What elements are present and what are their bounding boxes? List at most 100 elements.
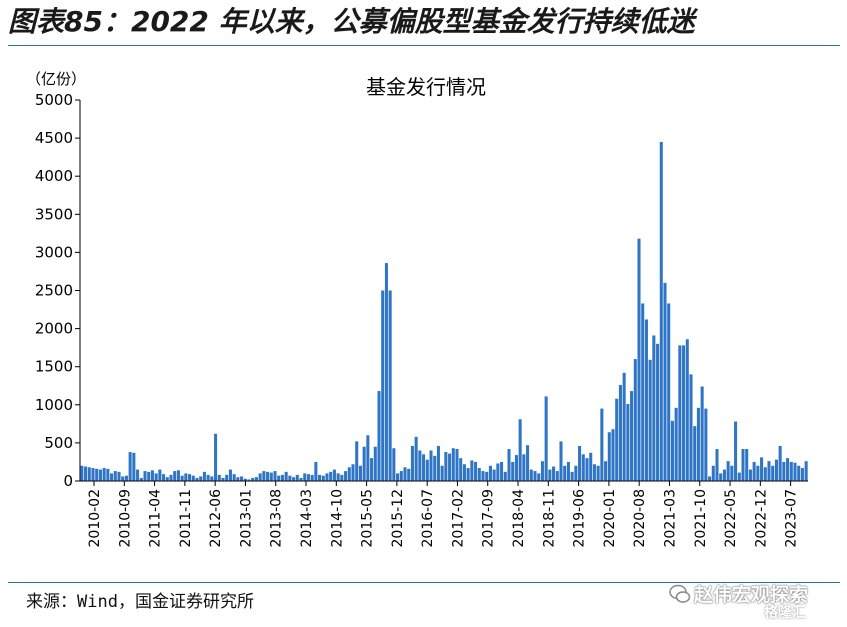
bar xyxy=(306,474,310,481)
y-tick-label: 2500 xyxy=(35,282,73,300)
source-note: 来源：Wind，国金证券研究所 xyxy=(26,592,254,612)
bar xyxy=(786,458,790,481)
bar xyxy=(258,473,262,481)
bar xyxy=(748,469,752,481)
bar xyxy=(533,471,537,481)
y-tick-label: 2000 xyxy=(35,320,73,338)
bar xyxy=(800,468,804,481)
bar xyxy=(95,468,99,481)
x-tick-label: 2018-04 xyxy=(511,489,527,548)
bar xyxy=(615,398,619,481)
bar xyxy=(782,461,786,481)
bar xyxy=(162,474,166,481)
bar xyxy=(277,475,281,481)
watermark-sub-text: 格隆汇 xyxy=(764,605,806,621)
bar xyxy=(299,477,303,481)
bar xyxy=(399,471,403,481)
bar xyxy=(741,449,745,481)
bar xyxy=(641,303,645,481)
bar xyxy=(292,477,296,481)
bar xyxy=(585,458,589,481)
y-axis: 0 500 1000 1500 2000 2500 3000 3500 4000 4500 5000 xyxy=(35,91,81,490)
bar xyxy=(381,290,385,481)
bar xyxy=(763,467,767,481)
bar xyxy=(693,426,697,481)
bar xyxy=(358,465,362,481)
bar xyxy=(574,465,578,481)
bar xyxy=(266,471,270,481)
bar xyxy=(737,472,741,481)
bar xyxy=(537,473,541,481)
bar xyxy=(626,404,630,481)
bar xyxy=(225,474,229,481)
watermark-logo: 赵伟宏观探索 格隆汇 xyxy=(668,578,840,622)
bar xyxy=(637,238,641,481)
bar xyxy=(708,476,712,481)
bar xyxy=(217,474,221,481)
bar xyxy=(132,452,136,481)
bar xyxy=(418,450,422,481)
y-tick-label: 4000 xyxy=(35,167,73,185)
y-unit-label: （亿份） xyxy=(26,70,86,88)
bar xyxy=(422,454,426,481)
bar xyxy=(288,475,292,481)
header-divider xyxy=(8,45,840,46)
bar xyxy=(774,459,778,481)
bar xyxy=(507,449,511,481)
bar xyxy=(462,464,466,481)
bar xyxy=(228,469,232,481)
bar xyxy=(117,471,121,481)
bar xyxy=(704,408,708,481)
bar xyxy=(221,477,225,481)
bar xyxy=(351,464,355,481)
bar xyxy=(325,473,329,481)
bar xyxy=(396,473,400,481)
bar xyxy=(87,467,91,481)
bar xyxy=(752,461,756,481)
x-tick-label: 2022-05 xyxy=(723,489,739,548)
bar-series xyxy=(80,141,808,481)
bar xyxy=(448,453,452,481)
bar xyxy=(180,475,184,481)
bar xyxy=(474,461,478,481)
bar xyxy=(793,462,797,481)
bar xyxy=(644,319,648,481)
bar xyxy=(470,460,474,481)
bar xyxy=(136,469,140,481)
y-tick-label: 500 xyxy=(44,434,73,452)
bar xyxy=(173,471,177,481)
bar xyxy=(592,464,596,481)
bar xyxy=(578,445,582,481)
x-tick-label: 2011-11 xyxy=(178,489,194,548)
bar xyxy=(570,471,574,481)
bar xyxy=(280,474,284,481)
bar xyxy=(529,469,533,481)
bar xyxy=(566,461,570,481)
bar xyxy=(158,469,162,481)
bar xyxy=(544,396,548,481)
x-tick-label: 2013-08 xyxy=(269,489,285,548)
y-tick-label: 3000 xyxy=(35,243,73,261)
bar xyxy=(121,476,125,481)
bar xyxy=(760,457,764,481)
y-tick-label: 5000 xyxy=(35,91,73,109)
wechat-icon xyxy=(669,584,691,603)
bar xyxy=(436,445,440,481)
bar xyxy=(756,465,760,481)
bar xyxy=(797,465,801,481)
bar xyxy=(414,436,418,481)
bar xyxy=(355,441,359,481)
bar xyxy=(552,466,556,481)
bar xyxy=(403,467,407,481)
bar xyxy=(340,474,344,481)
bar xyxy=(347,467,351,481)
bar xyxy=(206,474,210,481)
y-tick-label: 1500 xyxy=(35,358,73,376)
x-tick-label: 2018-11 xyxy=(541,489,557,548)
bar xyxy=(496,463,500,481)
bar xyxy=(273,471,277,481)
bar xyxy=(366,435,370,481)
bar xyxy=(176,470,180,481)
bar xyxy=(667,303,671,481)
bar xyxy=(804,461,808,481)
